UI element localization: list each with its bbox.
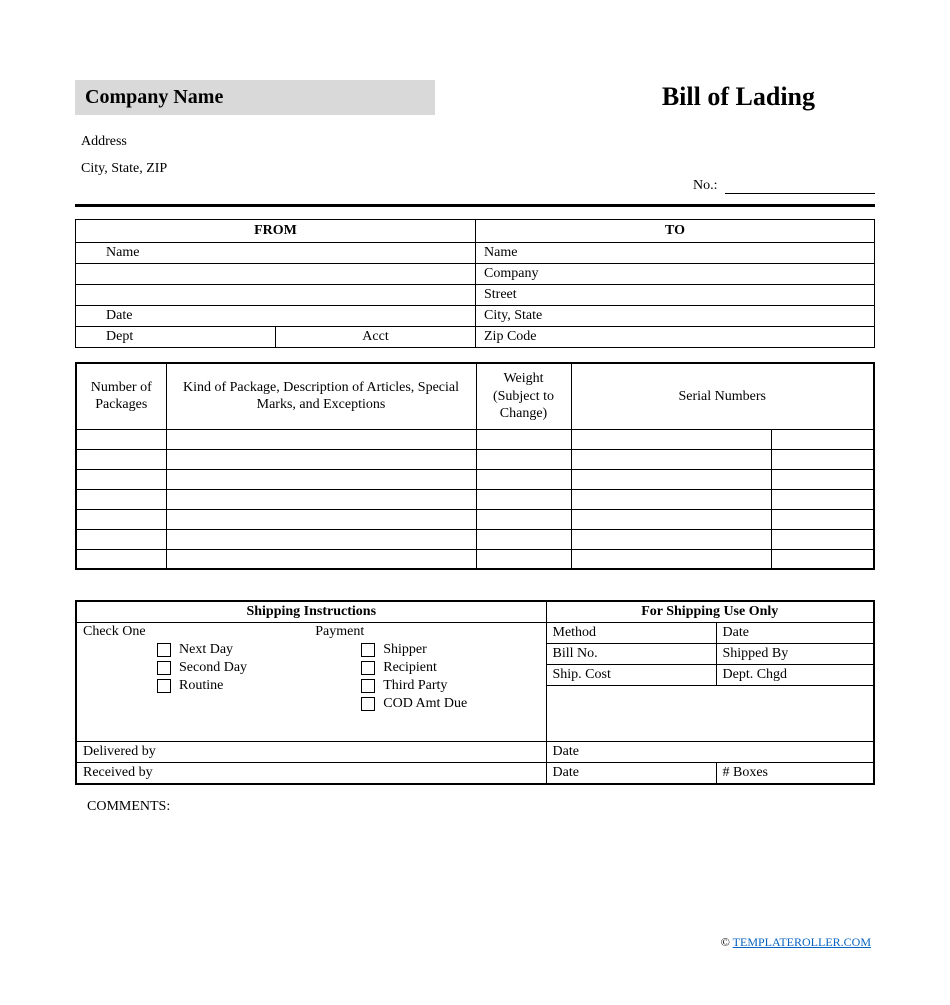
to-name-label[interactable]: Name: [476, 243, 875, 264]
checkbox-routine[interactable]: [157, 679, 171, 693]
checkbox-third-party[interactable]: [361, 679, 375, 693]
from-date-label[interactable]: Date: [76, 306, 476, 327]
col-description: Kind of Package, Description of Articles…: [166, 363, 476, 429]
shipping-instructions-header: Shipping Instructions: [76, 601, 546, 623]
from-blank-1[interactable]: [76, 264, 476, 285]
checkbox-shipper[interactable]: [361, 643, 375, 657]
from-to-table: FROM TO Name Name Company Street Date Ci…: [75, 219, 875, 348]
address-line: Address: [81, 129, 875, 156]
delivered-by-label[interactable]: Delivered by: [76, 742, 546, 763]
copyright-symbol: ©: [721, 935, 730, 949]
document-title: Bill of Lading: [662, 82, 815, 112]
table-row[interactable]: [76, 469, 874, 489]
opt-routine: Routine: [179, 678, 223, 693]
bill-no-label[interactable]: Bill No.: [546, 644, 716, 665]
payment-label: Payment: [311, 623, 545, 641]
from-header: FROM: [76, 220, 476, 243]
footer: © TEMPLATEROLLER.COM: [75, 935, 875, 950]
from-acct-label[interactable]: Acct: [276, 327, 476, 348]
check-one-label: Check One: [77, 623, 311, 641]
col-num-packages: Number of Packages: [76, 363, 166, 429]
footer-link[interactable]: TEMPLATEROLLER.COM: [733, 935, 871, 949]
from-blank-2[interactable]: [76, 285, 476, 306]
opt-third-party: Third Party: [383, 678, 447, 693]
checkbox-recipient[interactable]: [361, 661, 375, 675]
table-row[interactable]: [76, 529, 874, 549]
date-label-1[interactable]: Date: [716, 623, 874, 644]
opt-cod: COD Amt Due: [383, 696, 467, 711]
delivered-date-label[interactable]: Date: [546, 742, 874, 763]
method-label[interactable]: Method: [546, 623, 716, 644]
received-by-label[interactable]: Received by: [76, 763, 546, 785]
check-payment-area: Check One Payment Next Day Shipper Secon…: [76, 623, 546, 742]
opt-second-day: Second Day: [179, 660, 247, 675]
opt-recipient: Recipient: [383, 660, 437, 675]
checkbox-next-day[interactable]: [157, 643, 171, 657]
received-date-label[interactable]: Date: [546, 763, 716, 785]
page: Company Name Bill of Lading Address City…: [0, 0, 950, 990]
col-weight: Weight (Subject to Change): [476, 363, 571, 429]
checkbox-second-day[interactable]: [157, 661, 171, 675]
to-company-label[interactable]: Company: [476, 264, 875, 285]
to-header: TO: [476, 220, 875, 243]
comments-label: COMMENTS:: [75, 799, 875, 815]
to-zip-label[interactable]: Zip Code: [476, 327, 875, 348]
no-label: No.:: [693, 178, 718, 193]
shipping-blank-area[interactable]: [546, 686, 874, 742]
shipping-use-only-header: For Shipping Use Only: [546, 601, 874, 623]
company-name-box: Company Name: [75, 80, 435, 115]
boxes-label[interactable]: # Boxes: [716, 763, 874, 785]
table-row[interactable]: [76, 549, 874, 569]
from-dept-label[interactable]: Dept: [76, 327, 276, 348]
checkbox-cod[interactable]: [361, 697, 375, 711]
dept-chgd-label[interactable]: Dept. Chgd: [716, 665, 874, 686]
shipped-by-label[interactable]: Shipped By: [716, 644, 874, 665]
to-street-label[interactable]: Street: [476, 285, 875, 306]
header-row: Company Name Bill of Lading: [75, 80, 875, 115]
shipping-table: Shipping Instructions For Shipping Use O…: [75, 600, 875, 785]
col-serial: Serial Numbers: [571, 363, 874, 429]
from-name-label[interactable]: Name: [76, 243, 476, 264]
no-field-line[interactable]: [725, 193, 875, 194]
opt-shipper: Shipper: [383, 642, 427, 657]
packages-table: Number of Packages Kind of Package, Desc…: [75, 362, 875, 570]
table-row[interactable]: [76, 449, 874, 469]
divider-rule: [75, 204, 875, 207]
table-row[interactable]: [76, 489, 874, 509]
table-row[interactable]: [76, 429, 874, 449]
number-row: No.:: [75, 178, 875, 194]
to-city-state-label[interactable]: City, State: [476, 306, 875, 327]
opt-next-day: Next Day: [179, 642, 233, 657]
table-row[interactable]: [76, 509, 874, 529]
address-block: Address City, State, ZIP: [75, 129, 875, 182]
ship-cost-label[interactable]: Ship. Cost: [546, 665, 716, 686]
